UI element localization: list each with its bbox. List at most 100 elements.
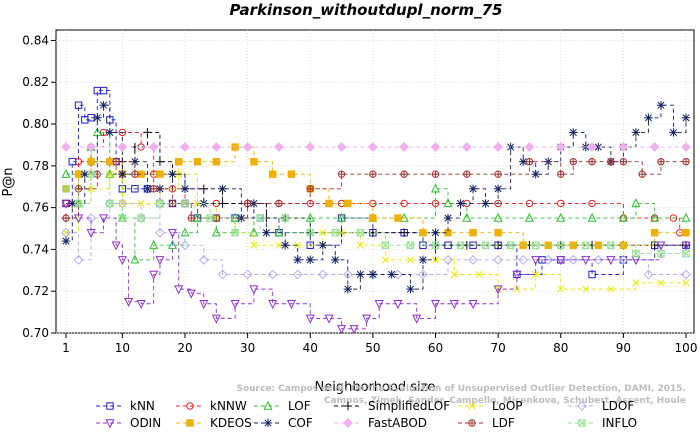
data-point — [356, 270, 365, 279]
data-point — [399, 142, 410, 152]
data-point — [250, 157, 258, 166]
data-point — [657, 249, 665, 258]
data-point — [342, 269, 353, 280]
legend-item-cof: COF — [254, 416, 313, 430]
legend-item-kdeos: KDEOS — [176, 416, 252, 430]
data-point — [242, 269, 253, 280]
data-point — [494, 170, 502, 178]
data-point — [362, 314, 372, 324]
data-point — [468, 300, 478, 310]
data-point — [430, 183, 441, 193]
data-point — [61, 168, 71, 178]
data-point — [475, 270, 483, 279]
data-point — [105, 128, 115, 137]
data-point — [131, 185, 139, 193]
x-tick-label: 1 — [62, 341, 70, 355]
credit-line-1: Source: Campos et al. On the Evaluation … — [236, 384, 686, 394]
data-point — [461, 142, 472, 152]
data-point — [518, 254, 529, 265]
data-point — [211, 314, 221, 324]
legend-label: SimplifiedLOF — [368, 399, 450, 413]
data-point — [249, 285, 259, 295]
data-point — [305, 314, 315, 324]
data-point — [243, 199, 252, 208]
series-line — [66, 202, 686, 275]
data-point — [175, 157, 183, 166]
legend-label: LDF — [492, 416, 515, 430]
data-point — [99, 86, 108, 95]
series-cof — [61, 101, 691, 294]
data-point — [394, 214, 402, 222]
legend-label: COF — [288, 416, 313, 430]
data-point — [418, 269, 428, 280]
data-point — [650, 212, 660, 222]
data-point — [412, 314, 422, 324]
data-point — [317, 269, 328, 280]
data-point — [325, 199, 333, 208]
data-point — [156, 170, 164, 178]
data-point — [368, 270, 378, 279]
data-point — [74, 101, 83, 109]
data-point — [193, 157, 202, 166]
y-tick-label: 0.72 — [22, 284, 49, 298]
data-point — [681, 241, 691, 251]
legend-item-ldf: LDF — [458, 416, 515, 430]
legend-marker — [343, 401, 353, 411]
data-point — [331, 255, 340, 265]
data-point — [493, 285, 503, 295]
data-point — [287, 170, 296, 178]
data-point — [319, 229, 327, 237]
data-point — [631, 256, 641, 266]
data-point — [87, 170, 95, 178]
data-point — [62, 185, 70, 193]
data-point — [450, 270, 458, 279]
legend-marker — [106, 402, 114, 410]
data-point — [557, 285, 565, 293]
data-point — [356, 228, 365, 237]
data-point — [649, 142, 660, 152]
data-point — [87, 157, 95, 166]
legend-label: kNNW — [210, 399, 247, 413]
data-point — [230, 300, 240, 310]
data-point — [118, 214, 127, 222]
data-point — [275, 199, 283, 208]
legend-label: FastABOD — [368, 416, 427, 430]
data-point — [631, 128, 641, 137]
data-point — [531, 256, 541, 266]
data-point — [61, 199, 71, 209]
data-point — [187, 214, 195, 222]
data-point — [493, 254, 504, 265]
x-tick-label: 60 — [428, 341, 443, 355]
data-point — [493, 184, 503, 194]
data-point — [607, 241, 615, 249]
legend-marker — [186, 402, 194, 410]
data-point — [456, 241, 465, 249]
data-point — [643, 269, 654, 280]
data-point — [556, 212, 566, 222]
data-point — [369, 170, 377, 178]
data-point — [532, 270, 540, 279]
x-tick-label: 10 — [115, 341, 130, 355]
data-point — [418, 255, 428, 265]
data-point — [318, 241, 327, 250]
legend-item-loop: LoOP — [458, 399, 523, 413]
data-point — [431, 241, 440, 249]
legend-marker — [577, 401, 587, 411]
data-point — [393, 269, 403, 280]
x-tick-label: 50 — [365, 341, 380, 355]
data-point — [99, 214, 109, 224]
data-point — [493, 142, 504, 152]
legend-item-simplifiedlof: SimplifiedLOF — [334, 399, 450, 413]
legend-marker — [263, 418, 273, 428]
data-point — [86, 228, 96, 239]
data-point — [468, 254, 478, 265]
data-point — [656, 101, 666, 110]
data-point — [607, 157, 615, 166]
data-point — [149, 239, 159, 249]
series-ldf — [62, 157, 690, 222]
data-point — [443, 198, 453, 208]
series-fastabod — [61, 142, 691, 152]
chart-title: Parkinson_withoutdupl_norm_75 — [230, 1, 503, 19]
data-point — [588, 199, 596, 208]
data-point — [306, 185, 314, 193]
